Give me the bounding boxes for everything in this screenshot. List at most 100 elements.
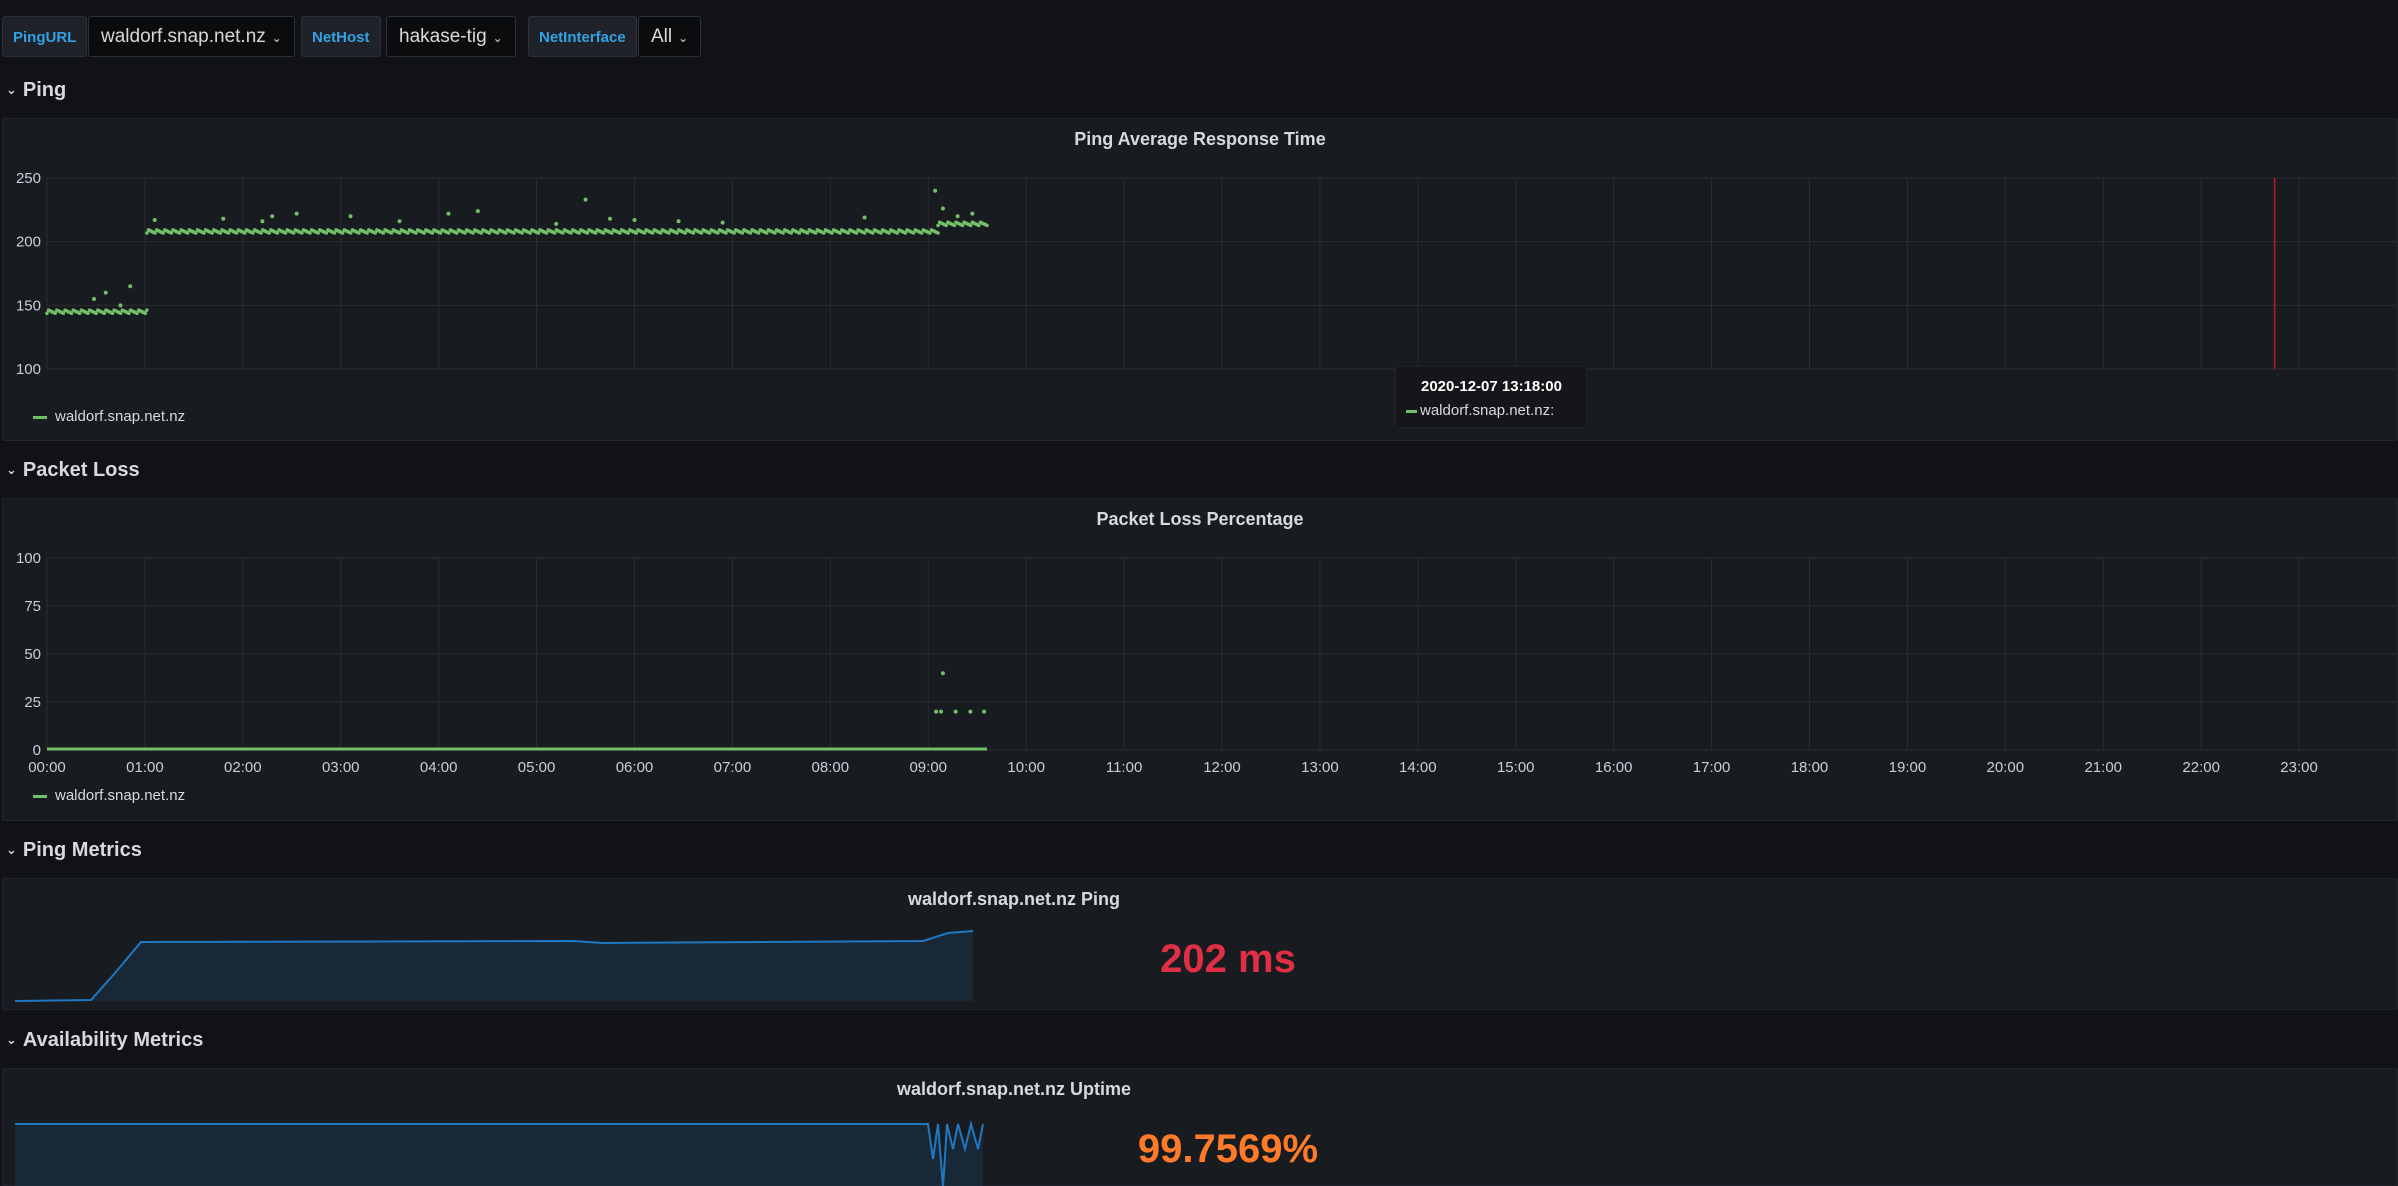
x-tick-label: 19:00	[1889, 759, 1927, 776]
data-point	[632, 218, 637, 223]
data-point	[938, 709, 943, 714]
data-point	[221, 216, 226, 221]
data-point	[544, 231, 549, 235]
data-point	[955, 214, 960, 219]
data-point	[854, 231, 859, 235]
data-point	[103, 290, 108, 295]
y-tick-label: 100	[16, 550, 41, 567]
x-tick-label: 02:00	[224, 759, 262, 776]
x-tick-label: 20:00	[1987, 378, 2025, 379]
data-point	[720, 220, 725, 225]
pingurl-variable-select[interactable]: waldorf.snap.net.nz ⌄	[88, 16, 295, 57]
x-tick-label: 21:00	[2084, 378, 2122, 379]
x-tick-label: 06:00	[616, 378, 654, 379]
ping-panel: Ping Average Response Time 100 150 200 250 0…	[2, 118, 2398, 441]
row-availability-metrics[interactable]: ⌄ Availability Metrics	[6, 1029, 203, 1052]
data-point	[813, 231, 818, 235]
x-tick-label: 23:00	[2280, 378, 2318, 379]
data-point	[724, 231, 728, 235]
netinterface-variable-select[interactable]: All ⌄	[638, 16, 702, 57]
uptime-sparkline-area	[15, 1124, 983, 1186]
uptime-sparkline	[15, 1120, 984, 1186]
packet-loss-legend[interactable]: waldorf.snap.net.nz	[33, 787, 185, 804]
ping-stat-title: waldorf.snap.net.nz Ping	[907, 889, 1120, 909]
data-point	[773, 231, 777, 235]
ping-sparkline-line	[14, 930, 974, 1002]
data-point	[145, 308, 149, 312]
row-ping-metrics[interactable]: ⌄ Ping Metrics	[6, 839, 142, 862]
data-point	[291, 231, 296, 235]
x-tick-label: 03:00	[322, 759, 360, 776]
data-point	[294, 211, 299, 216]
tooltip-series: waldorf.snap.net.nz:	[1420, 402, 1555, 419]
data-point	[764, 231, 769, 235]
data-point	[650, 231, 655, 235]
x-tick-label: 03:00	[322, 378, 360, 379]
data-point	[862, 215, 867, 220]
data-point	[169, 231, 174, 235]
data-point	[259, 231, 263, 235]
data-point	[822, 231, 826, 235]
data-point	[446, 211, 451, 216]
uptime-stat-panel: waldorf.snap.net.nz Uptime 99.7569%	[2, 1068, 2398, 1186]
data-point	[789, 231, 794, 235]
ping-legend[interactable]: waldorf.snap.net.nz	[33, 408, 185, 425]
nethost-variable-value: hakase-tig	[399, 26, 487, 47]
ping-stat-value: 202 ms	[1160, 937, 1296, 981]
data-point	[94, 311, 98, 316]
netinterface-variable-label: NetInterface	[528, 16, 637, 57]
data-point	[177, 231, 182, 235]
x-tick-label: 20:00	[1987, 759, 2025, 776]
row-ping[interactable]: ⌄ Ping	[6, 79, 66, 102]
x-tick-label: 15:00	[1497, 759, 1535, 776]
data-point	[781, 231, 785, 235]
data-point	[118, 303, 123, 308]
data-point	[528, 231, 533, 235]
x-tick-label: 05:00	[518, 759, 556, 776]
data-point	[642, 231, 647, 235]
x-tick-label: 04:00	[420, 378, 458, 379]
data-point	[389, 231, 394, 235]
uptime-stat-value: 99.7569%	[1137, 1127, 1319, 1171]
data-point	[270, 214, 275, 219]
x-tick-label: 22:00	[2182, 378, 2220, 379]
data-point	[879, 231, 883, 235]
x-tick-label: 08:00	[812, 759, 850, 776]
chevron-down-icon: ⌄	[271, 31, 282, 45]
data-point	[554, 221, 559, 226]
row-packet-loss[interactable]: ⌄ Packet Loss	[6, 459, 140, 482]
data-point	[357, 231, 361, 235]
data-point	[577, 231, 581, 235]
data-point	[414, 231, 418, 235]
nethost-variable-select[interactable]: hakase-tig ⌄	[386, 16, 516, 57]
ping-panel-title: Ping Average Response Time	[1074, 129, 1326, 149]
variables-bar: PingURL waldorf.snap.net.nz ⌄ NetHost hak…	[0, 0, 2398, 72]
x-tick-label: 04:00	[420, 759, 458, 776]
legend-swatch	[33, 415, 47, 419]
x-tick-label: 00:00	[28, 759, 66, 776]
data-point	[53, 311, 57, 316]
data-point	[569, 231, 573, 235]
data-point	[143, 311, 148, 316]
x-tick-label: 10:00	[1007, 378, 1045, 379]
data-point	[348, 231, 353, 235]
data-point	[895, 231, 900, 235]
data-point	[862, 231, 867, 235]
row-ping-metrics-title: Ping Metrics	[22, 839, 142, 861]
data-point	[911, 231, 916, 235]
data-point	[583, 197, 588, 202]
data-point	[940, 671, 945, 676]
data-point	[430, 231, 435, 235]
data-point	[69, 311, 74, 316]
data-point	[226, 231, 231, 235]
y-tick-label: 200	[16, 234, 41, 251]
x-tick-label: 13:00	[1301, 378, 1339, 379]
x-tick-label: 21:00	[2084, 759, 2122, 776]
x-tick-label: 18:00	[1791, 378, 1829, 379]
data-point	[61, 311, 66, 316]
data-point	[928, 231, 932, 235]
data-point	[740, 231, 745, 235]
x-tick-label: 18:00	[1791, 759, 1829, 776]
packet-loss-panel: Packet Loss Percentage 0 25 50 75 100 00:00 01…	[2, 498, 2398, 821]
chevron-down-icon: ⌄	[6, 82, 17, 97]
